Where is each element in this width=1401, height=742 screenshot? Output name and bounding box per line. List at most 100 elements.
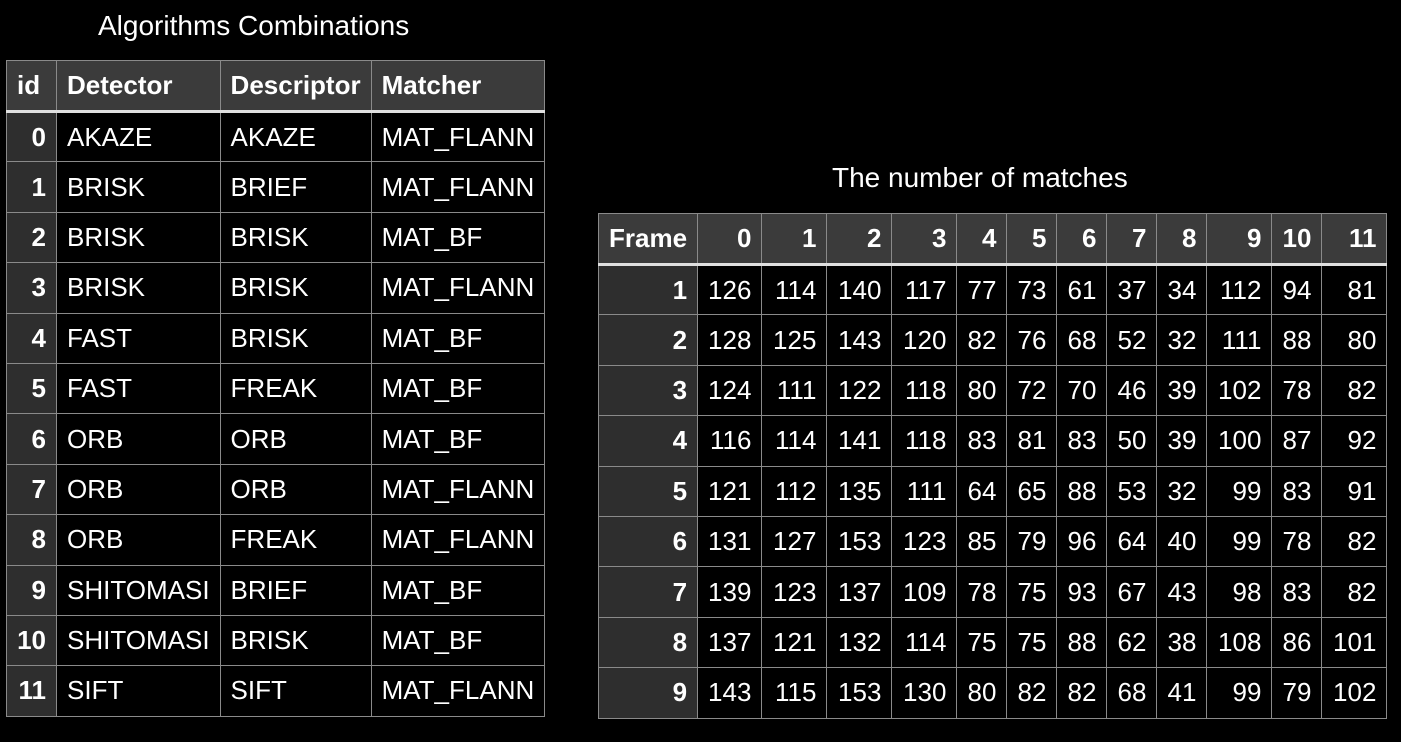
- table-cell: 112: [1206, 263, 1273, 316]
- table-cell: 61: [1056, 263, 1108, 316]
- table-row: 2 BRISK BRISK MAT_BF: [6, 211, 546, 264]
- table-cell: 102: [1206, 364, 1273, 417]
- table-row: 0 AKAZE AKAZE MAT_FLANN: [6, 110, 546, 163]
- row-index: 2: [6, 211, 57, 264]
- row-index: 3: [6, 262, 57, 314]
- table-cell: 77: [956, 263, 1008, 316]
- table-cell: 75: [956, 616, 1008, 669]
- table-cell: MAT_FLANN: [370, 161, 546, 213]
- table-cell: MAT_FLANN: [370, 110, 546, 163]
- column-header: 2: [826, 213, 893, 266]
- row-index: 9: [597, 667, 699, 719]
- table-cell: 82: [1056, 667, 1108, 719]
- row-index: 11: [6, 665, 57, 717]
- algorithms-table: id Detector Descriptor Matcher 0 AKAZE AKAZE M…: [6, 60, 546, 717]
- column-header: Detector: [56, 60, 221, 113]
- table-row: 11 SIFT SIFT MAT_FLANN: [6, 665, 546, 717]
- table-cell: 68: [1056, 314, 1108, 366]
- table-cell: FAST: [56, 362, 221, 415]
- table-cell: 124: [697, 364, 763, 417]
- column-header: Descriptor: [219, 60, 372, 113]
- table-cell: 65: [1006, 465, 1058, 517]
- table-row: 7 139 123 137 109 78 75 93 67 43 98 83 82: [597, 566, 1388, 618]
- table-cell: BRIEF: [219, 564, 372, 616]
- row-index: 2: [597, 314, 699, 366]
- table-cell: 101: [1321, 616, 1388, 669]
- row-index: 0: [6, 110, 57, 163]
- table-cell: 79: [1006, 515, 1058, 568]
- column-header: id: [6, 60, 57, 113]
- table-cell: 99: [1206, 667, 1273, 719]
- table-cell: AKAZE: [219, 110, 372, 163]
- table-cell: 53: [1106, 465, 1158, 517]
- table-cell: 73: [1006, 263, 1058, 316]
- table-cell: SHITOMASI: [56, 614, 221, 667]
- row-index: 9: [6, 564, 57, 616]
- table-cell: 127: [761, 515, 828, 568]
- table-row: 6 ORB ORB MAT_BF: [6, 413, 546, 465]
- table-cell: ORB: [219, 463, 372, 516]
- table-cell: BRISK: [56, 161, 221, 213]
- table-row: 10 SHITOMASI BRISK MAT_BF: [6, 614, 546, 667]
- table-cell: 87: [1271, 415, 1323, 467]
- table-row: 9 143 115 153 130 80 82 82 68 41 99 79 102: [597, 667, 1388, 719]
- table-cell: 76: [1006, 314, 1058, 366]
- table-cell: 123: [761, 566, 828, 618]
- algorithms-header-row: id Detector Descriptor Matcher: [6, 60, 546, 113]
- table-cell: 39: [1156, 415, 1208, 467]
- table-cell: ORB: [56, 413, 221, 465]
- table-cell: 99: [1206, 465, 1273, 517]
- row-index: 1: [597, 263, 699, 316]
- column-header: 9: [1206, 213, 1273, 266]
- column-header: Matcher: [370, 60, 546, 113]
- table-cell: 126: [697, 263, 763, 316]
- table-cell: 41: [1156, 667, 1208, 719]
- table-cell: 83: [1271, 465, 1323, 517]
- table-cell: 78: [956, 566, 1008, 618]
- table-cell: FREAK: [219, 362, 372, 415]
- table-cell: 83: [1056, 415, 1108, 467]
- table-cell: SHITOMASI: [56, 564, 221, 616]
- table-cell: 118: [891, 364, 958, 417]
- table-row: 3 124 111 122 118 80 72 70 46 39 102 78 82: [597, 364, 1388, 417]
- table-cell: 114: [891, 616, 958, 669]
- table-cell: 82: [1321, 364, 1388, 417]
- column-header: 11: [1321, 213, 1388, 266]
- table-cell: 39: [1156, 364, 1208, 417]
- table-cell: 111: [891, 465, 958, 517]
- table-cell: SIFT: [56, 665, 221, 717]
- table-row: 8 137 121 132 114 75 75 88 62 38 108 86 101: [597, 616, 1388, 669]
- table-cell: 115: [761, 667, 828, 719]
- row-index: 4: [597, 415, 699, 467]
- table-cell: 75: [1006, 566, 1058, 618]
- row-index: 5: [6, 362, 57, 415]
- table-cell: BRISK: [219, 262, 372, 314]
- table-cell: 34: [1156, 263, 1208, 316]
- column-header: 1: [761, 213, 828, 266]
- table-cell: 64: [1106, 515, 1158, 568]
- table-cell: 46: [1106, 364, 1158, 417]
- table-cell: 137: [697, 616, 763, 669]
- table-cell: 131: [697, 515, 763, 568]
- row-index: 5: [597, 465, 699, 517]
- row-index: 8: [6, 514, 57, 566]
- table-cell: 88: [1056, 465, 1108, 517]
- table-cell: 121: [761, 616, 828, 669]
- table-cell: 140: [826, 263, 893, 316]
- row-index: 8: [597, 616, 699, 669]
- column-header: 10: [1271, 213, 1323, 266]
- table-cell: 79: [1271, 667, 1323, 719]
- table-cell: 130: [891, 667, 958, 719]
- table-cell: 153: [826, 515, 893, 568]
- table-cell: 111: [1206, 314, 1273, 366]
- table-cell: MAT_BF: [370, 312, 546, 364]
- algorithms-title: Algorithms Combinations: [98, 10, 410, 41]
- table-cell: 132: [826, 616, 893, 669]
- row-index: 1: [6, 161, 57, 213]
- table-cell: 80: [1321, 314, 1388, 366]
- table-cell: BRISK: [56, 262, 221, 314]
- table-cell: 82: [1321, 515, 1388, 568]
- table-row: 4 116 114 141 118 83 81 83 50 39 100 87 92: [597, 415, 1388, 467]
- table-cell: 121: [697, 465, 763, 517]
- row-index: 3: [597, 364, 699, 417]
